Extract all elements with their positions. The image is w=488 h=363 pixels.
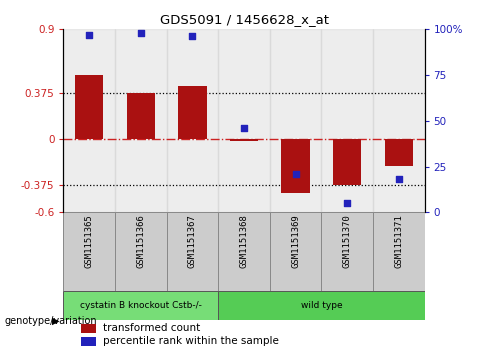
Text: GSM1151370: GSM1151370 xyxy=(343,215,352,268)
Text: ▶: ▶ xyxy=(52,316,60,326)
Bar xyxy=(373,212,425,291)
Bar xyxy=(218,212,270,291)
Text: wild type: wild type xyxy=(301,301,342,310)
Bar xyxy=(115,29,166,212)
Title: GDS5091 / 1456628_x_at: GDS5091 / 1456628_x_at xyxy=(160,13,328,26)
Bar xyxy=(75,76,103,139)
Point xyxy=(137,30,145,36)
Bar xyxy=(63,212,115,291)
Point xyxy=(292,171,300,177)
Point xyxy=(395,176,403,182)
Bar xyxy=(81,337,96,346)
Bar xyxy=(373,29,425,212)
Text: GSM1151368: GSM1151368 xyxy=(240,215,248,268)
Bar xyxy=(218,291,425,320)
Text: genotype/variation: genotype/variation xyxy=(5,316,98,326)
Text: transformed count: transformed count xyxy=(103,323,201,333)
Bar xyxy=(270,212,322,291)
Bar xyxy=(115,212,166,291)
Bar xyxy=(333,139,361,185)
Bar xyxy=(322,212,373,291)
Bar xyxy=(282,139,310,193)
Bar xyxy=(63,291,218,320)
Point xyxy=(188,33,196,39)
Text: GSM1151366: GSM1151366 xyxy=(136,215,145,268)
Point xyxy=(343,200,351,206)
Text: GSM1151371: GSM1151371 xyxy=(394,215,403,268)
Bar xyxy=(270,29,322,212)
Point xyxy=(240,125,248,131)
Text: GSM1151369: GSM1151369 xyxy=(291,215,300,268)
Bar xyxy=(178,86,206,139)
Bar xyxy=(385,139,413,166)
Text: percentile rank within the sample: percentile rank within the sample xyxy=(103,336,279,346)
Text: cystatin B knockout Cstb-/-: cystatin B knockout Cstb-/- xyxy=(80,301,202,310)
Bar xyxy=(166,212,218,291)
Bar xyxy=(218,29,270,212)
Bar xyxy=(166,29,218,212)
Bar xyxy=(230,139,258,142)
Bar xyxy=(322,29,373,212)
Point xyxy=(85,32,93,37)
Bar xyxy=(127,93,155,139)
Bar xyxy=(63,29,115,212)
Bar xyxy=(81,324,96,333)
Text: GSM1151365: GSM1151365 xyxy=(85,215,94,268)
Text: GSM1151367: GSM1151367 xyxy=(188,215,197,268)
